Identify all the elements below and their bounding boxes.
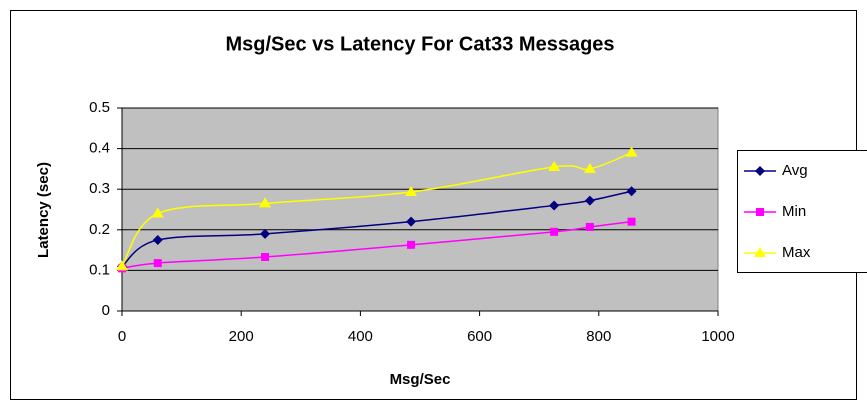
data-point — [261, 253, 269, 261]
legend-marker — [756, 208, 764, 216]
legend-label: Min — [782, 203, 806, 220]
x-tick-label: 0 — [118, 328, 126, 345]
data-point — [628, 218, 636, 226]
plot-area — [122, 108, 718, 311]
x-tick-label: 400 — [348, 328, 373, 345]
y-tick-label: 0.1 — [89, 261, 110, 278]
data-point — [407, 241, 415, 249]
chart-title: Msg/Sec vs Latency For Cat33 Messages — [225, 33, 614, 55]
data-point — [586, 223, 594, 231]
x-tick-label: 1000 — [701, 328, 734, 345]
x-axis-title: Msg/Sec — [390, 371, 451, 388]
data-point — [154, 259, 162, 267]
data-point — [550, 228, 558, 236]
legend-label: Avg — [782, 162, 808, 179]
x-tick-label: 600 — [467, 328, 492, 345]
y-tick-label: 0.4 — [89, 140, 110, 157]
y-tick-label: 0 — [102, 302, 110, 319]
y-tick-label: 0.2 — [89, 221, 110, 238]
y-tick-label: 0.5 — [89, 99, 110, 116]
x-tick-label: 200 — [229, 328, 254, 345]
y-axis-title: Latency (sec) — [35, 162, 52, 258]
y-tick-label: 0.3 — [89, 180, 110, 197]
x-tick-label: 800 — [586, 328, 611, 345]
legend-label: Max — [782, 244, 811, 261]
